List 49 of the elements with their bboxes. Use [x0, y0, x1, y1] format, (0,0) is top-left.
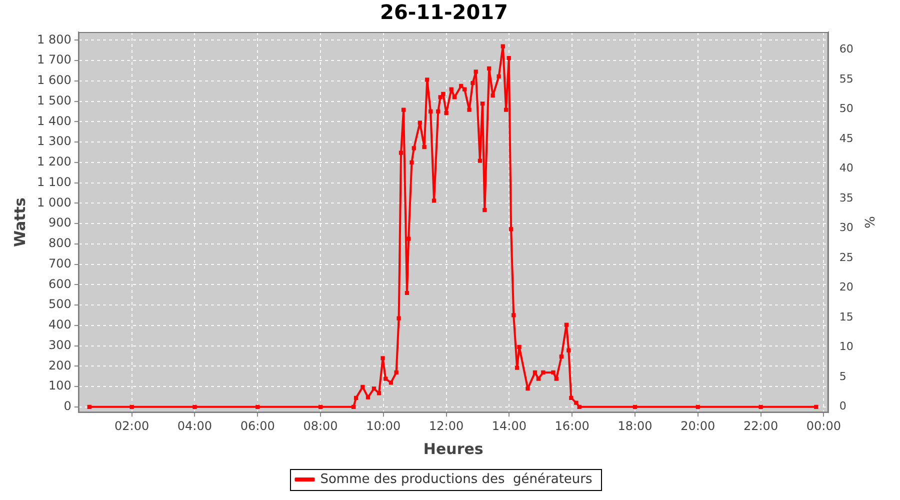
y-tick-label: 1 000 — [36, 195, 72, 210]
y2-tick-label: 15 — [839, 310, 854, 324]
y2-axis-title: % — [860, 216, 876, 228]
y-tick-label: 700 — [48, 256, 72, 270]
y2-tick-label: 55 — [839, 72, 854, 86]
x-tick-label: 00:00 — [806, 418, 841, 433]
y-tick-label: 1 800 — [36, 32, 72, 46]
y-tick-label: 1 500 — [36, 93, 72, 108]
y2-tick-label: 40 — [839, 162, 854, 175]
y-tick-label: 1 400 — [36, 114, 72, 128]
y2-tick-label: 35 — [839, 191, 854, 204]
y2-tick-label: 5 — [839, 370, 846, 383]
y2-tick-label: 45 — [839, 132, 854, 145]
chart-title: 26-11-2017 — [380, 0, 508, 24]
x-tick-label: 02:00 — [114, 418, 150, 433]
y2-tick-label: 60 — [839, 42, 854, 56]
y2-tick-label: 0 — [839, 400, 846, 413]
y-tick-label: 1 200 — [36, 154, 72, 169]
y-axis-title: Watts — [10, 198, 29, 248]
y-tick-label: 900 — [48, 216, 72, 230]
y-tick-label: 500 — [48, 297, 72, 312]
y-tick-label: 200 — [48, 358, 72, 372]
y-tick-label: 800 — [48, 236, 72, 250]
y-tick-label: 1 600 — [36, 73, 72, 88]
y2-tick-label: 10 — [839, 340, 854, 354]
x-tick-label: 20:00 — [680, 418, 716, 433]
y-tick-label: 1 100 — [36, 174, 72, 189]
y-tick-label: 1 700 — [36, 52, 72, 67]
x-tick-label: 16:00 — [554, 418, 590, 433]
x-tick-label: 12:00 — [429, 418, 464, 433]
y-tick-label: 0 — [64, 399, 72, 414]
y2-tick-label: 30 — [839, 221, 854, 234]
y-tick-label: 1 300 — [36, 134, 72, 148]
y-tick-label: 600 — [48, 276, 72, 291]
x-tick-label: 18:00 — [618, 418, 652, 433]
legend-label: Somme des productions des générateurs — [320, 472, 593, 487]
y-tick-label: 400 — [48, 318, 72, 332]
x-axis-title: Heures — [423, 440, 484, 458]
x-tick-label: 22:00 — [743, 418, 778, 433]
y-tick-label: 100 — [48, 378, 72, 393]
y2-tick-label: 25 — [839, 250, 854, 264]
x-tick-label: 06:00 — [240, 418, 275, 433]
y2-tick-label: 50 — [839, 102, 854, 116]
x-tick-label: 08:00 — [303, 418, 338, 433]
y2-tick-label: 20 — [839, 280, 854, 294]
x-tick-label: 14:00 — [492, 418, 526, 433]
y-tick-label: 300 — [48, 338, 72, 352]
x-tick-label: 04:00 — [177, 418, 212, 433]
x-tick-label: 10:00 — [366, 418, 401, 433]
